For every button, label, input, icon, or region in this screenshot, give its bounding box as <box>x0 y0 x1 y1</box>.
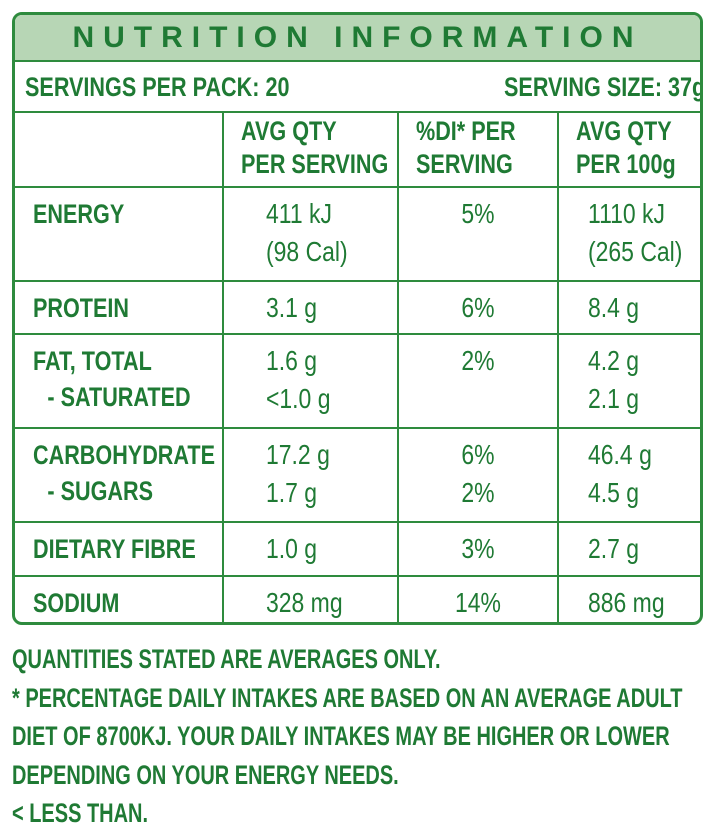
value: 328 mg <box>266 587 343 618</box>
value: (98 Cal) <box>266 236 348 267</box>
divider <box>15 60 700 62</box>
daily-intake: 5% <box>398 195 558 233</box>
value: 17.2 g <box>266 439 330 470</box>
header-line: AVG QTY <box>241 116 337 146</box>
row-label: CARBOHYDRATE - SUGARS <box>33 437 261 509</box>
daily-intake: 6% 2% <box>398 436 558 512</box>
label-line: FAT, TOTAL <box>33 346 152 376</box>
header-line: AVG QTY <box>576 116 672 146</box>
label-line: CARBOHYDRATE <box>33 440 215 470</box>
value: 4.5 g <box>588 477 640 508</box>
text: SERVING SIZE: 37g <box>504 72 703 102</box>
footnote: QUANTITIES STATED ARE AVERAGES ONLY. <box>12 644 441 674</box>
row-divider <box>15 521 700 523</box>
servings-per-pack: SERVINGS PER PACK: 20 <box>25 69 356 105</box>
per-100g: 46.4 g 4.5 g <box>588 436 666 512</box>
per-serving: 411 kJ (98 Cal) <box>266 195 366 271</box>
column-divider <box>557 111 559 622</box>
value: 2.7 g <box>588 533 640 564</box>
header-line: SERVING <box>416 149 513 179</box>
label-line: DIETARY FIBRE <box>33 534 196 564</box>
per-100g: 8.4 g <box>588 289 650 327</box>
serving-size: SERVING SIZE: 37g <box>458 69 703 105</box>
value: 6% <box>461 439 495 470</box>
label-line: SODIUM <box>33 588 120 618</box>
column-divider <box>397 111 399 622</box>
label-line: ENERGY <box>33 199 125 229</box>
per-100g: 886 mg <box>588 584 681 622</box>
column-divider <box>222 111 224 622</box>
footnote: DEPENDING ON YOUR ENERGY NEEDS. <box>12 759 399 790</box>
row-label: ENERGY <box>33 196 147 232</box>
value: 1110 kJ <box>588 198 666 229</box>
value: (265 Cal) <box>588 236 683 267</box>
daily-intake: 14% <box>398 584 558 622</box>
per-serving: 1.6 g <1.0 g <box>266 342 345 418</box>
per-100g: 4.2 g 2.1 g <box>588 342 650 418</box>
text: SERVINGS PER PACK: 20 <box>25 72 290 102</box>
row-label: SODIUM <box>33 585 141 621</box>
value: 2% <box>461 345 495 376</box>
value: 3% <box>461 533 495 564</box>
value: 1.0 g <box>266 533 318 564</box>
value: 2.1 g <box>588 383 640 414</box>
nutrition-panel: NUTRITION INFORMATION SERVINGS PER PACK:… <box>12 12 703 625</box>
row-label: DIETARY FIBRE <box>33 531 237 567</box>
row-label: FAT, TOTAL - SATURATED <box>33 343 230 415</box>
column-header: %DI* PER SERVING <box>416 115 541 181</box>
per-serving: 328 mg <box>266 584 359 622</box>
title: NUTRITION INFORMATION <box>72 21 643 54</box>
daily-intake: 6% <box>398 289 558 327</box>
header-line: PER SERVING <box>241 149 389 179</box>
row-divider <box>15 280 700 282</box>
value: 2% <box>461 477 495 508</box>
per-serving: 17.2 g 1.7 g <box>266 436 344 512</box>
label-line: - SUGARS <box>47 476 154 506</box>
per-100g: 1110 kJ (265 Cal) <box>588 195 700 271</box>
footnotes: QUANTITIES STATED ARE AVERAGES ONLY. * PE… <box>12 640 715 833</box>
footnote: < LESS THAN. <box>12 798 148 828</box>
per-serving: 1.0 g <box>266 530 328 568</box>
per-serving: 3.1 g <box>266 289 328 327</box>
value: 3.1 g <box>266 292 318 323</box>
value: <1.0 g <box>266 383 331 414</box>
header-line: %DI* PER <box>416 116 516 146</box>
column-header: AVG QTY PER SERVING <box>241 115 425 181</box>
row-divider <box>15 186 700 188</box>
row-divider <box>15 333 700 335</box>
row-label: PROTEIN <box>33 290 153 326</box>
value: 46.4 g <box>588 439 652 470</box>
value: 6% <box>461 292 495 323</box>
title-bar <box>15 15 700 60</box>
daily-intake: 2% <box>398 342 558 380</box>
per-100g: 2.7 g <box>588 530 650 568</box>
value: 1.7 g <box>266 477 318 508</box>
header-line: PER 100g <box>576 149 676 179</box>
value: 14% <box>455 587 501 618</box>
label-line: PROTEIN <box>33 293 130 323</box>
value: 5% <box>461 198 495 229</box>
value: 411 kJ <box>266 198 332 229</box>
daily-intake: 3% <box>398 530 558 568</box>
row-divider <box>15 427 700 429</box>
column-header: AVG QTY PER 100g <box>576 115 700 181</box>
value: 8.4 g <box>588 292 640 323</box>
footnote: DIET OF 8700KJ. YOUR DAILY INTAKES MAY B… <box>12 721 670 751</box>
label-line: - SATURATED <box>47 382 191 412</box>
row-divider <box>15 111 700 113</box>
value: 1.6 g <box>266 345 318 376</box>
footnote: * PERCENTAGE DAILY INTAKES ARE BASED ON … <box>12 682 683 713</box>
value: 886 mg <box>588 587 665 618</box>
value: 4.2 g <box>588 345 640 376</box>
row-divider <box>15 575 700 577</box>
